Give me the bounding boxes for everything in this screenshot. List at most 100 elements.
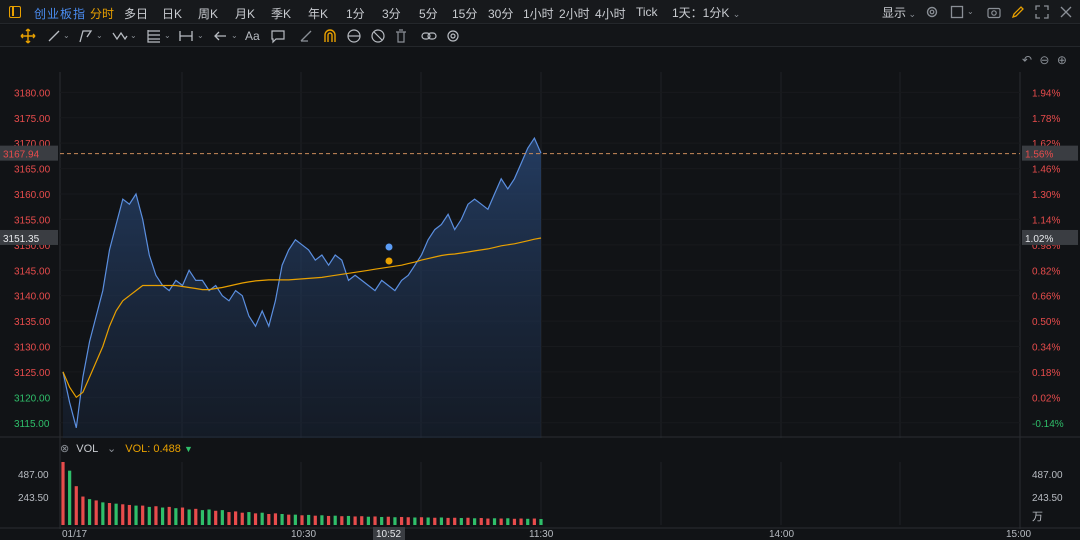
- y-tick-right: 1.94%: [1032, 88, 1060, 99]
- period-tab-15[interactable]: Tick: [636, 5, 658, 19]
- volume-bar: [486, 518, 490, 525]
- pencil-icon[interactable]: [1011, 5, 1025, 19]
- volume-bar: [326, 515, 331, 525]
- volume-bar: [94, 500, 98, 525]
- chevron-down-icon[interactable]: ⌄: [967, 7, 974, 16]
- y-tick-right: 0.18%: [1032, 368, 1060, 379]
- trendline-icon[interactable]: [46, 28, 62, 44]
- volume-bar: [180, 507, 185, 525]
- period-tab-4[interactable]: 月K: [235, 7, 256, 21]
- hide-icon[interactable]: [370, 28, 386, 44]
- vol-tick-left: 487.00: [18, 470, 49, 481]
- zigzag-icon[interactable]: [112, 28, 128, 44]
- volume-bar: [453, 517, 457, 525]
- current-price-label: 3167.94: [3, 150, 40, 161]
- volume-bar: [307, 514, 311, 525]
- settings-icon[interactable]: [445, 28, 461, 44]
- crosshair-icon[interactable]: [20, 28, 36, 44]
- volume-bar: [160, 507, 165, 525]
- symbol-name[interactable]: 创业板指: [34, 7, 87, 21]
- price-area: [63, 138, 541, 438]
- period-tab-8[interactable]: 3分: [382, 7, 401, 21]
- volume-bar: [506, 518, 510, 525]
- volume-bar: [532, 518, 536, 525]
- vol-tick-left: 243.50: [18, 493, 49, 504]
- chevron-down-icon[interactable]: ⌄: [106, 443, 117, 455]
- volume-bar: [267, 514, 271, 525]
- magnet-icon[interactable]: [322, 28, 338, 44]
- chevron-down-icon[interactable]: ⌄: [96, 31, 103, 40]
- text-tool[interactable]: Aa: [245, 29, 260, 43]
- volume-bar: [101, 502, 105, 525]
- vol-tick-right: 487.00: [1032, 470, 1063, 481]
- period-tab-9[interactable]: 5分: [419, 7, 438, 21]
- link-icon[interactable]: [421, 28, 437, 44]
- period-tab-5[interactable]: 季K: [271, 7, 292, 21]
- fullscreen-icon[interactable]: [1035, 5, 1049, 19]
- avg-price-line: [62, 237, 542, 399]
- eraser-icon[interactable]: [298, 28, 314, 44]
- volume-bar: [87, 499, 92, 525]
- period-tab-3[interactable]: 周K: [198, 7, 219, 21]
- volume-bar: [380, 516, 384, 525]
- volume-bar: [227, 512, 231, 525]
- drawing-toolbar: ⌄ ⌄ ⌄ ⌄ ⌄ ⌄ Aa: [0, 25, 1080, 47]
- period-tab-12[interactable]: 1小时: [523, 7, 554, 21]
- volume-bar: [194, 508, 198, 525]
- volume-bar: [141, 505, 145, 525]
- volume-value: VOL: 0.488: [125, 443, 181, 455]
- x-tick: 10:30: [291, 529, 316, 540]
- period-tab-10[interactable]: 15分: [452, 7, 478, 21]
- polyline-icon[interactable]: [78, 28, 94, 44]
- comment-icon[interactable]: [270, 28, 286, 44]
- volume-label: VOL: [76, 443, 98, 455]
- zoom-in-icon[interactable]: ⊕: [1056, 53, 1067, 67]
- volume-bar: [479, 518, 483, 525]
- group-icon[interactable]: [346, 28, 362, 44]
- cursor-price-label: 3151.35: [3, 234, 40, 245]
- y-tick-left: 3150.00: [14, 241, 51, 252]
- fib-icon[interactable]: [146, 28, 162, 44]
- close-icon[interactable]: [1059, 5, 1073, 19]
- y-tick-right: 1.78%: [1032, 114, 1060, 125]
- volume-bar: [134, 505, 138, 525]
- volume-bar: [366, 516, 370, 525]
- y-tick-left: 3170.00: [14, 139, 51, 150]
- display-menu[interactable]: 显示 ⌄: [882, 4, 916, 21]
- cursor-price-label-bg: [0, 229, 58, 245]
- period-tab-6[interactable]: 年K: [308, 7, 329, 21]
- period-tab-0[interactable]: 分时: [90, 7, 115, 21]
- period-tab-11[interactable]: 30分: [488, 7, 514, 21]
- trash-icon[interactable]: [393, 28, 409, 44]
- chevron-down-icon[interactable]: ⌄: [231, 31, 238, 40]
- sidebar-toggle-icon[interactable]: [9, 6, 21, 18]
- close-icon[interactable]: ⊗: [60, 443, 70, 455]
- y-tick-right: 0.98%: [1032, 241, 1060, 252]
- volume-bar: [240, 512, 244, 525]
- interval-select[interactable]: 1天：1分K ⌄: [672, 4, 740, 21]
- period-tab-7[interactable]: 1分: [346, 7, 365, 21]
- chevron-down-icon[interactable]: ⌄: [63, 31, 70, 40]
- camera-icon[interactable]: [987, 5, 1001, 19]
- layout-icon[interactable]: [950, 5, 964, 19]
- interval-select-label: 1天：1分K: [672, 6, 730, 20]
- period-tab-1[interactable]: 多日: [124, 7, 149, 21]
- chevron-down-icon[interactable]: ⌄: [164, 31, 171, 40]
- gear-icon[interactable]: [925, 5, 939, 19]
- period-tab-13[interactable]: 2小时: [559, 7, 590, 21]
- volume-bar: [399, 516, 404, 525]
- volume-bar: [247, 512, 251, 525]
- zoom-out-icon[interactable]: ⊖: [1039, 53, 1050, 67]
- volume-bar: [313, 515, 317, 525]
- period-tab-2[interactable]: 日K: [162, 7, 183, 21]
- chevron-down-icon[interactable]: ⌄: [130, 31, 137, 40]
- arrow-icon[interactable]: [212, 28, 228, 44]
- y-tick-right: 0.82%: [1032, 266, 1060, 277]
- period-tab-14[interactable]: 4小时: [595, 7, 626, 21]
- undo-icon[interactable]: ↶: [1022, 53, 1033, 67]
- measure-icon[interactable]: [178, 28, 194, 44]
- chevron-down-icon[interactable]: ⌄: [197, 31, 204, 40]
- volume-bar: [154, 506, 158, 525]
- volume-bar: [234, 511, 238, 525]
